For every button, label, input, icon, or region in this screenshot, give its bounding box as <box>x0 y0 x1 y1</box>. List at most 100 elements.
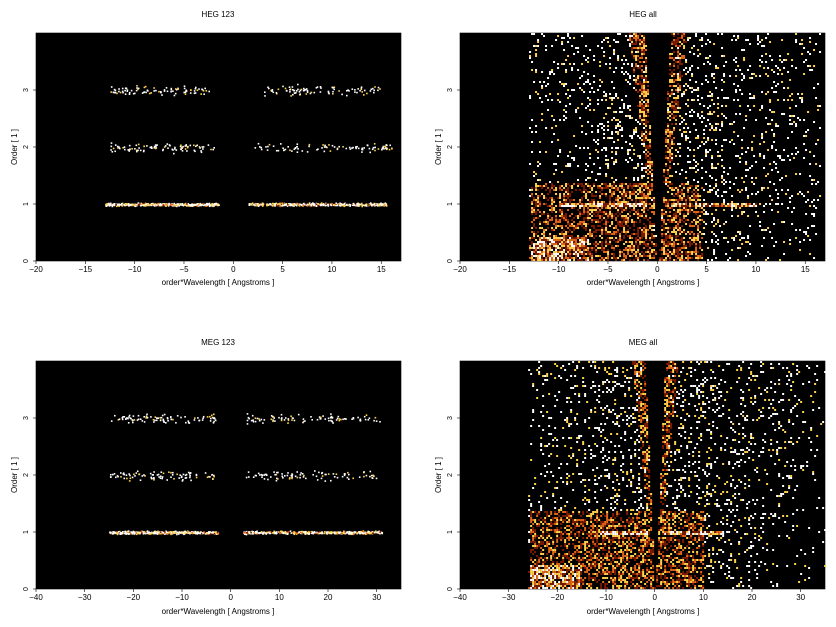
heatmap-cell <box>142 204 145 207</box>
heatmap-cell <box>621 135 624 137</box>
heatmap-cell <box>769 203 772 205</box>
heatmap-cell <box>701 253 704 255</box>
heatmap-cell <box>561 211 564 213</box>
heatmap-cell <box>683 221 686 223</box>
heatmap-cell <box>557 67 560 69</box>
heatmap-cell <box>547 237 550 239</box>
heatmap-cell <box>533 219 536 221</box>
heatmap-cell <box>601 249 604 251</box>
heatmap-cell <box>561 83 564 85</box>
heatmap-cell <box>645 237 648 239</box>
heatmap-cell <box>615 227 618 229</box>
heatmap-cell <box>663 201 666 203</box>
heatmap-cell <box>537 235 540 237</box>
heatmap-cell <box>681 239 684 241</box>
heatmap-cell <box>611 191 614 193</box>
heatmap-cell <box>671 239 674 241</box>
heatmap-cell <box>649 217 652 219</box>
heatmap-cell <box>667 123 670 125</box>
heatmap-cell <box>541 193 544 195</box>
heatmap-cell <box>641 121 644 123</box>
heatmap-cell <box>583 255 586 257</box>
heatmap-cell <box>557 225 560 227</box>
heatmap-cell <box>673 63 676 65</box>
heatmap-cell <box>211 203 214 205</box>
heatmap-cell <box>551 241 554 243</box>
heatmap-cell <box>601 193 604 195</box>
heatmap-cell <box>671 71 674 73</box>
heatmap-cell <box>735 39 738 41</box>
heatmap-cell <box>567 243 570 245</box>
heatmap-cell <box>172 90 174 92</box>
heatmap-cell <box>641 131 644 133</box>
heatmap-cell <box>671 79 674 81</box>
heatmap-cell <box>817 109 820 111</box>
heatmap-cell <box>345 204 348 206</box>
heatmap-cell <box>809 239 812 241</box>
heatmap-cell <box>591 233 594 235</box>
heatmap-cell <box>112 203 114 206</box>
heatmap-cell <box>687 211 690 213</box>
heatmap-cell <box>112 531 114 533</box>
heatmap-cell <box>759 203 762 205</box>
heatmap-cell <box>677 243 680 245</box>
heatmap-cell <box>761 137 764 139</box>
heatmap-cell <box>635 81 638 83</box>
heatmap-cell <box>589 259 592 261</box>
heatmap-cell <box>643 119 646 121</box>
heatmap-cell <box>587 97 590 99</box>
heatmap-cell <box>627 151 630 153</box>
heatmap-cell <box>204 533 207 535</box>
heatmap-cell <box>282 85 284 88</box>
heatmap-cell <box>621 183 624 185</box>
heatmap-cell <box>613 193 616 195</box>
heatmap-cell <box>645 147 648 149</box>
heatmap-cell <box>637 183 640 185</box>
heatmap-cell <box>587 249 590 251</box>
heatmap-cell <box>665 239 668 241</box>
heatmap-cell <box>145 203 147 205</box>
x-tick-label: −15 <box>79 265 93 274</box>
heatmap-cell <box>181 203 183 206</box>
heatmap-cell <box>733 83 736 85</box>
heatmap-cell <box>649 125 652 127</box>
heatmap-cell <box>715 67 718 69</box>
heatmap-cell <box>695 161 698 163</box>
heatmap-cell <box>667 205 670 207</box>
heatmap-cell <box>641 91 644 93</box>
heatmap-cell <box>569 163 572 165</box>
heatmap-cell <box>649 153 652 155</box>
heatmap-cell <box>268 87 270 90</box>
heatmap-cell <box>563 237 566 239</box>
heatmap-cell <box>355 146 357 148</box>
heatmap-cell <box>593 139 596 141</box>
heatmap-cell <box>585 195 588 197</box>
heatmap-cell <box>651 187 654 189</box>
heatmap-cell <box>603 125 606 127</box>
heatmap-cell <box>683 33 686 35</box>
heatmap-cell <box>739 105 742 107</box>
heatmap-cell <box>259 146 261 148</box>
heatmap-cell <box>551 229 554 231</box>
heatmap-cell <box>689 51 692 53</box>
heatmap-cell <box>723 223 726 225</box>
heatmap-cell <box>773 183 776 185</box>
heatmap-cell <box>585 249 588 251</box>
heatmap-cell <box>643 189 646 191</box>
heatmap-cell <box>691 205 694 207</box>
heatmap-cell <box>645 119 648 121</box>
heatmap-cell <box>559 237 562 239</box>
heatmap-cell <box>194 204 197 206</box>
heatmap-cell <box>675 155 678 157</box>
heatmap-cell <box>137 149 139 152</box>
heatmap-cell <box>279 203 281 206</box>
heatmap-cell <box>621 223 624 225</box>
heatmap-cell <box>591 209 594 211</box>
heatmap-cell <box>643 123 646 125</box>
heatmap-cell <box>739 157 742 159</box>
heatmap-cell <box>697 115 700 117</box>
heatmap-cell <box>665 129 668 131</box>
heatmap-cell <box>665 253 668 255</box>
heatmap-cell <box>633 189 636 191</box>
heatmap-cell <box>619 111 622 113</box>
